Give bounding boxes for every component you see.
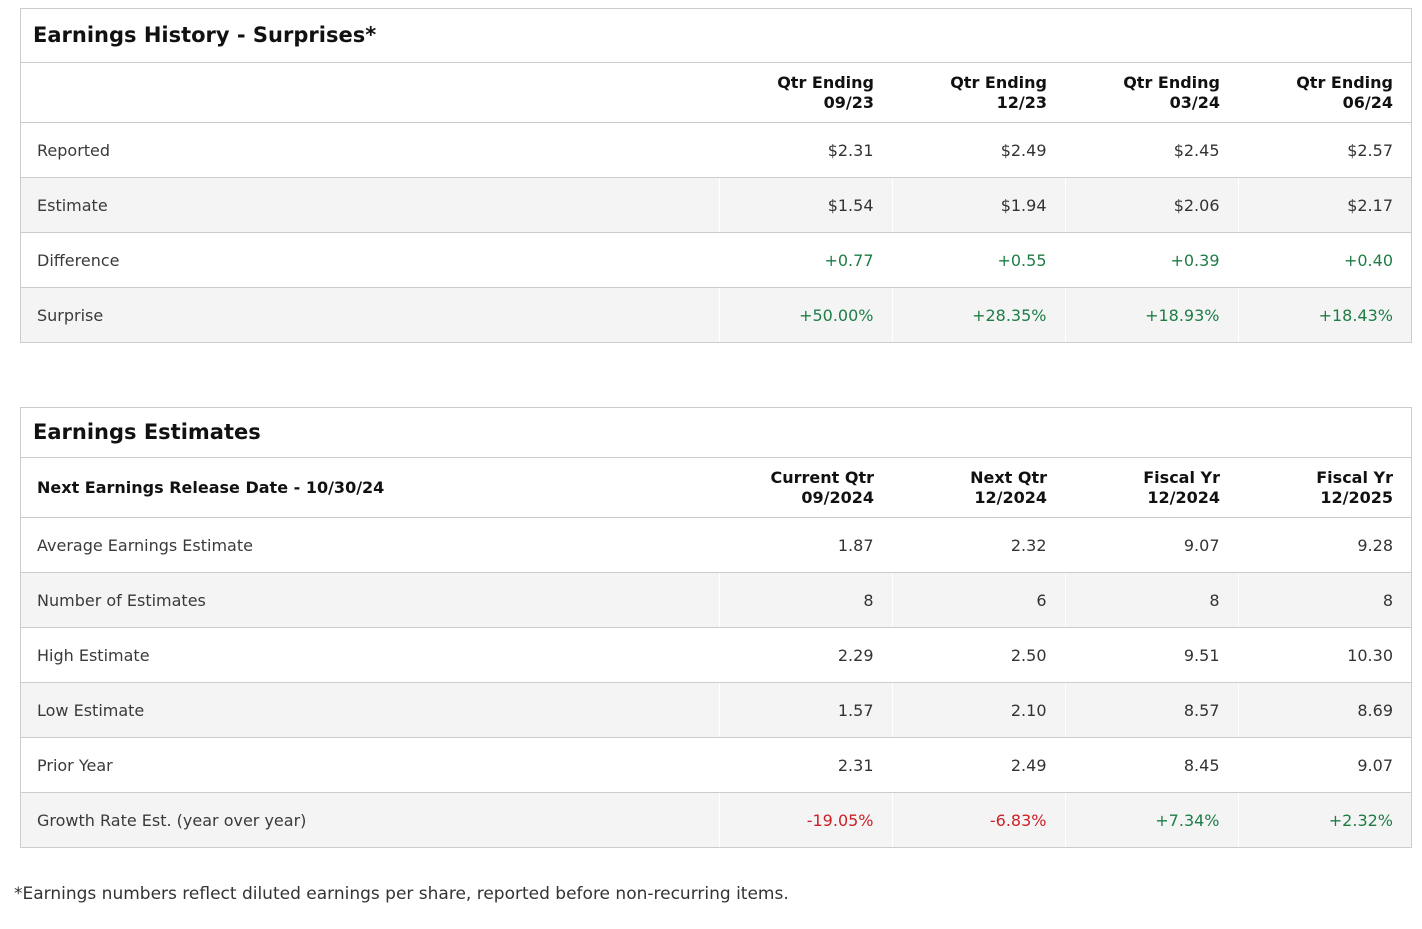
cell-value: 2.32 (891, 517, 1065, 573)
cell-value: 8.45 (1064, 737, 1238, 793)
row-label: Low Estimate (21, 682, 719, 738)
column-header-line1: Next Qtr (970, 467, 1047, 487)
cell-value: $1.54 (718, 177, 892, 233)
cell-value-positive: +0.39 (1064, 232, 1238, 288)
cell-value: $2.17 (1237, 177, 1411, 233)
row-label: Number of Estimates (21, 572, 719, 628)
table-row-estimate: Estimate $1.54 $1.94 $2.06 $2.17 (21, 177, 1411, 233)
surprises-header-empty (21, 63, 719, 123)
table-row-growth-rate-est: Growth Rate Est. (year over year) -19.05… (21, 792, 1411, 847)
column-header-line1: Fiscal Yr (1143, 467, 1220, 487)
column-header-line1: Current Qtr (770, 467, 874, 487)
earnings-estimates-table: Earnings Estimates Next Earnings Release… (20, 407, 1412, 848)
table-row-prior-year: Prior Year 2.31 2.49 8.45 9.07 (21, 737, 1411, 793)
column-header-line1: Qtr Ending (1123, 72, 1220, 92)
table-row-number-of-estimates: Number of Estimates 8 6 8 8 (21, 572, 1411, 628)
cell-value-positive: +28.35% (891, 287, 1065, 342)
cell-value: 6 (891, 572, 1065, 628)
row-label: Difference (21, 232, 719, 288)
column-header-qtr-0324: Qtr Ending 03/24 (1065, 63, 1238, 123)
row-label: Growth Rate Est. (year over year) (37, 810, 307, 830)
column-header-line1: Qtr Ending (950, 72, 1047, 92)
cell-value: 9.51 (1064, 627, 1238, 683)
earnings-history-title: Earnings History - Surprises* (21, 9, 1411, 63)
table-row-high-estimate: High Estimate 2.29 2.50 9.51 10.30 (21, 627, 1411, 683)
column-header-qtr-1223: Qtr Ending 12/23 (892, 63, 1065, 123)
next-earnings-release-date: Next Earnings Release Date - 10/30/24 (21, 458, 719, 518)
column-header-line2: 09/2024 (801, 487, 874, 507)
cell-value: 10.30 (1237, 627, 1411, 683)
earnings-estimates-title: Earnings Estimates (21, 408, 1411, 458)
cell-value: 2.31 (718, 737, 892, 793)
column-header-qtr-0923: Qtr Ending 09/23 (719, 63, 892, 123)
cell-value-positive: +18.93% (1064, 287, 1238, 342)
column-header-fiscal-yr-2025: Fiscal Yr 12/2025 (1238, 458, 1411, 518)
cell-value: 8.69 (1237, 682, 1411, 738)
column-header-line1: Qtr Ending (777, 72, 874, 92)
cell-value-positive: +18.43% (1237, 287, 1411, 342)
cell-value: 1.57 (718, 682, 892, 738)
cell-value: $2.57 (1237, 122, 1411, 178)
row-label: Prior Year (21, 737, 719, 793)
cell-value: 8.57 (1064, 682, 1238, 738)
cell-value: 2.10 (891, 682, 1065, 738)
column-header-current-qtr: Current Qtr 09/2024 (719, 458, 892, 518)
column-header-line2: 06/24 (1342, 92, 1393, 112)
table-row-reported: Reported $2.31 $2.49 $2.45 $2.57 (21, 122, 1411, 178)
cell-value: $2.45 (1064, 122, 1238, 178)
cell-value-negative: -19.05% (718, 792, 892, 847)
cell-value-positive: +50.00% (718, 287, 892, 342)
cell-value-positive: +0.55 (891, 232, 1065, 288)
cell-value: 1.87 (718, 517, 892, 573)
column-header-line2: 12/2025 (1320, 487, 1393, 507)
cell-value: 9.07 (1237, 737, 1411, 793)
estimates-header-row: Next Earnings Release Date - 10/30/24 Cu… (21, 458, 1411, 518)
cell-value: 9.28 (1237, 517, 1411, 573)
cell-value-positive: +2.32% (1237, 792, 1411, 847)
cell-value: 2.29 (718, 627, 892, 683)
cell-value: $2.49 (891, 122, 1065, 178)
cell-value: $2.06 (1064, 177, 1238, 233)
cell-value: 9.07 (1064, 517, 1238, 573)
column-header-line2: 12/2024 (974, 487, 1047, 507)
column-header-line2: 03/24 (1169, 92, 1220, 112)
cell-value: $1.94 (891, 177, 1065, 233)
cell-value: 2.50 (891, 627, 1065, 683)
column-header-line1: Qtr Ending (1296, 72, 1393, 92)
cell-value: 8 (1237, 572, 1411, 628)
cell-value-positive: +0.77 (718, 232, 892, 288)
table-row-low-estimate: Low Estimate 1.57 2.10 8.57 8.69 (21, 682, 1411, 738)
table-row-difference: Difference +0.77 +0.55 +0.39 +0.40 (21, 232, 1411, 288)
cell-value: 2.49 (891, 737, 1065, 793)
footnote: *Earnings numbers reflect diluted earnin… (14, 884, 789, 904)
table-row-average-earnings-estimate: Average Earnings Estimate 1.87 2.32 9.07… (21, 517, 1411, 573)
cell-value: $2.31 (718, 122, 892, 178)
column-header-line2: 12/23 (996, 92, 1047, 112)
row-label: Reported (21, 122, 719, 178)
cell-value: 8 (1064, 572, 1238, 628)
cell-value-positive: +0.40 (1237, 232, 1411, 288)
column-header-next-qtr: Next Qtr 12/2024 (892, 458, 1065, 518)
column-header-qtr-0624: Qtr Ending 06/24 (1238, 63, 1411, 123)
earnings-history-surprises-table: Earnings History - Surprises* Qtr Ending… (20, 8, 1412, 343)
row-label: Average Earnings Estimate (21, 517, 719, 573)
row-label: Surprise (37, 305, 104, 325)
column-header-fiscal-yr-2024: Fiscal Yr 12/2024 (1065, 458, 1238, 518)
estimates-table: Next Earnings Release Date - 10/30/24 Cu… (21, 458, 1411, 847)
surprises-header-row: Qtr Ending 09/23 Qtr Ending 12/23 Qtr En… (21, 63, 1411, 123)
cell-value-positive: +7.34% (1064, 792, 1238, 847)
row-label: High Estimate (21, 627, 719, 683)
column-header-line1: Fiscal Yr (1316, 467, 1393, 487)
cell-value: 8 (718, 572, 892, 628)
column-header-line2: 12/2024 (1147, 487, 1220, 507)
table-row-surprise: Surprise +50.00% +28.35% +18.93% +18.43% (21, 287, 1411, 342)
column-header-line2: 09/23 (823, 92, 874, 112)
surprises-table: Qtr Ending 09/23 Qtr Ending 12/23 Qtr En… (21, 63, 1411, 342)
row-label: Estimate (21, 177, 719, 233)
cell-value-negative: -6.83% (891, 792, 1065, 847)
